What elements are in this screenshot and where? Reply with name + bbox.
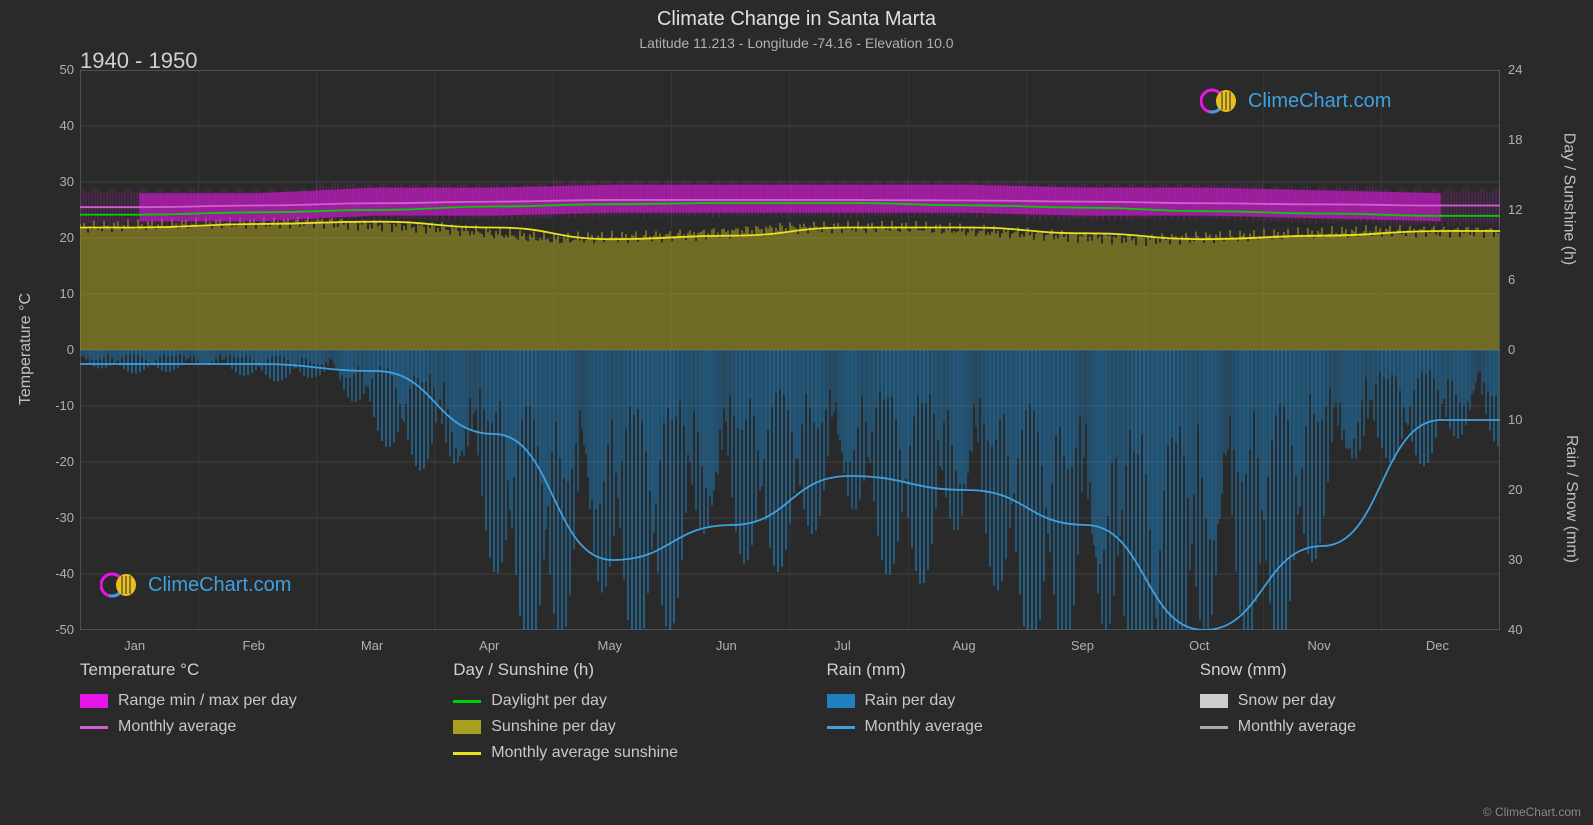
legend-item: Monthly average sunshine [453, 744, 786, 762]
legend-column: Temperature °C Range min / max per day Mon… [80, 660, 413, 770]
x-month-tick: Nov [1308, 638, 1331, 653]
y-left-tick: -40 [34, 566, 74, 581]
legend-item: Range min / max per day [80, 692, 413, 710]
y-left-tick: -50 [34, 622, 74, 637]
y-right-tick: 30 [1508, 552, 1522, 567]
y-left-tick: 20 [34, 230, 74, 245]
legend-swatch [80, 726, 108, 729]
y-right-tick: 12 [1508, 202, 1522, 217]
legend-header: Temperature °C [80, 660, 413, 680]
legend-swatch [453, 720, 481, 734]
y-left-tick: -10 [34, 398, 74, 413]
y-left-tick: -30 [34, 510, 74, 525]
legend-label: Range min / max per day [118, 692, 297, 710]
y-left-tick: 10 [34, 286, 74, 301]
climechart-logo-icon [100, 570, 140, 600]
legend-column: Day / Sunshine (h) Daylight per day Sunshi… [453, 660, 786, 770]
legend-swatch [1200, 726, 1228, 729]
legend-item: Daylight per day [453, 692, 786, 710]
climate-chart: Climate Change in Santa Marta Latitude 1… [0, 0, 1593, 825]
legend-header: Day / Sunshine (h) [453, 660, 786, 680]
legend-label: Rain per day [865, 692, 956, 710]
watermark: ClimeChart.com [100, 570, 291, 600]
x-month-tick: Apr [479, 638, 499, 653]
y-right-tick: 6 [1508, 272, 1515, 287]
legend-label: Monthly average sunshine [491, 744, 678, 762]
y-left-tick: 0 [34, 342, 74, 357]
legend-label: Snow per day [1238, 692, 1336, 710]
y-left-label: Temperature °C [17, 293, 35, 405]
y-left-tick: 40 [34, 118, 74, 133]
y-right-tick: 20 [1508, 482, 1522, 497]
y-right-tick: 10 [1508, 412, 1522, 427]
y-left-tick: 50 [34, 62, 74, 77]
legend-item: Monthly average [827, 718, 1160, 736]
x-month-tick: Jul [834, 638, 851, 653]
legend-label: Monthly average [118, 718, 236, 736]
legend-column: Snow (mm) Snow per day Monthly average [1200, 660, 1533, 770]
y-left-tick: -20 [34, 454, 74, 469]
y-left-tick: 30 [34, 174, 74, 189]
x-month-tick: Mar [361, 638, 383, 653]
x-month-tick: May [598, 638, 623, 653]
legend-swatch [453, 700, 481, 703]
legend-header: Rain (mm) [827, 660, 1160, 680]
x-month-tick: Jun [716, 638, 737, 653]
chart-title: Climate Change in Santa Marta [0, 0, 1593, 31]
legend-item: Monthly average [80, 718, 413, 736]
y-right-tick: 0 [1508, 342, 1515, 357]
copyright: © ClimeChart.com [1483, 805, 1581, 819]
climechart-logo-icon [1200, 86, 1240, 116]
legend-swatch [827, 694, 855, 708]
legend-swatch [80, 694, 108, 708]
watermark-text: ClimeChart.com [148, 574, 291, 597]
legend-label: Daylight per day [491, 692, 607, 710]
legend-label: Sunshine per day [491, 718, 616, 736]
legend-item: Monthly average [1200, 718, 1533, 736]
y-right-tick: 40 [1508, 622, 1522, 637]
watermark: ClimeChart.com [1200, 86, 1391, 116]
legend-swatch [1200, 694, 1228, 708]
x-month-tick: Dec [1426, 638, 1449, 653]
legend-header: Snow (mm) [1200, 660, 1533, 680]
chart-subtitle: Latitude 11.213 - Longitude -74.16 - Ele… [0, 31, 1593, 51]
legend-label: Monthly average [865, 718, 983, 736]
legend-label: Monthly average [1238, 718, 1356, 736]
y-right-top-label: Day / Sunshine (h) [1560, 133, 1578, 266]
legend: Temperature °C Range min / max per day Mon… [80, 660, 1533, 770]
x-month-tick: Jan [124, 638, 145, 653]
x-month-tick: Oct [1189, 638, 1209, 653]
legend-item: Sunshine per day [453, 718, 786, 736]
legend-swatch [827, 726, 855, 729]
y-right-bottom-label: Rain / Snow (mm) [1562, 435, 1580, 563]
legend-item: Snow per day [1200, 692, 1533, 710]
x-month-tick: Sep [1071, 638, 1094, 653]
legend-swatch [453, 752, 481, 755]
x-month-tick: Feb [243, 638, 265, 653]
x-month-tick: Aug [953, 638, 976, 653]
y-right-tick: 24 [1508, 62, 1522, 77]
legend-item: Rain per day [827, 692, 1160, 710]
y-right-tick: 18 [1508, 132, 1522, 147]
legend-column: Rain (mm) Rain per day Monthly average [827, 660, 1160, 770]
watermark-text: ClimeChart.com [1248, 90, 1391, 113]
plot-area [80, 70, 1500, 630]
